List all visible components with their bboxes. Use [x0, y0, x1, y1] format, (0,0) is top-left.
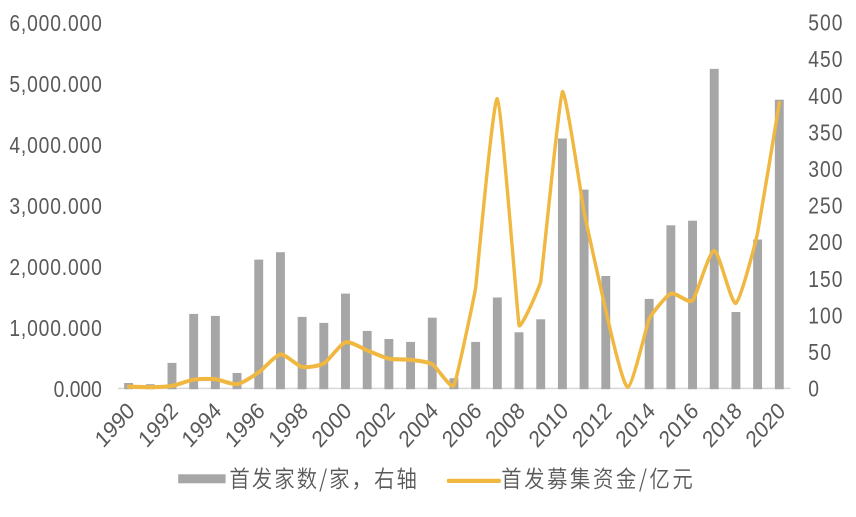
svg-text:350: 350	[808, 120, 842, 146]
svg-text:2,000.000: 2,000.000	[9, 254, 102, 280]
svg-text:500: 500	[808, 10, 842, 36]
svg-text:150: 150	[808, 266, 842, 292]
svg-text:6,000.000: 6,000.000	[9, 10, 102, 36]
svg-text:4,000.000: 4,000.000	[9, 132, 102, 158]
svg-text:400: 400	[808, 83, 842, 109]
svg-text:300: 300	[808, 156, 842, 182]
svg-text:1,000.000: 1,000.000	[9, 315, 102, 341]
svg-text:200: 200	[808, 230, 842, 256]
svg-text:50: 50	[808, 339, 831, 365]
svg-text:5,000.000: 5,000.000	[9, 71, 102, 97]
svg-text:0: 0	[808, 376, 819, 402]
svg-text:250: 250	[808, 193, 842, 219]
svg-text:3,000.000: 3,000.000	[9, 193, 102, 219]
svg-text:100: 100	[808, 303, 842, 329]
svg-text:0.000: 0.000	[54, 376, 102, 402]
svg-text:450: 450	[808, 47, 842, 73]
